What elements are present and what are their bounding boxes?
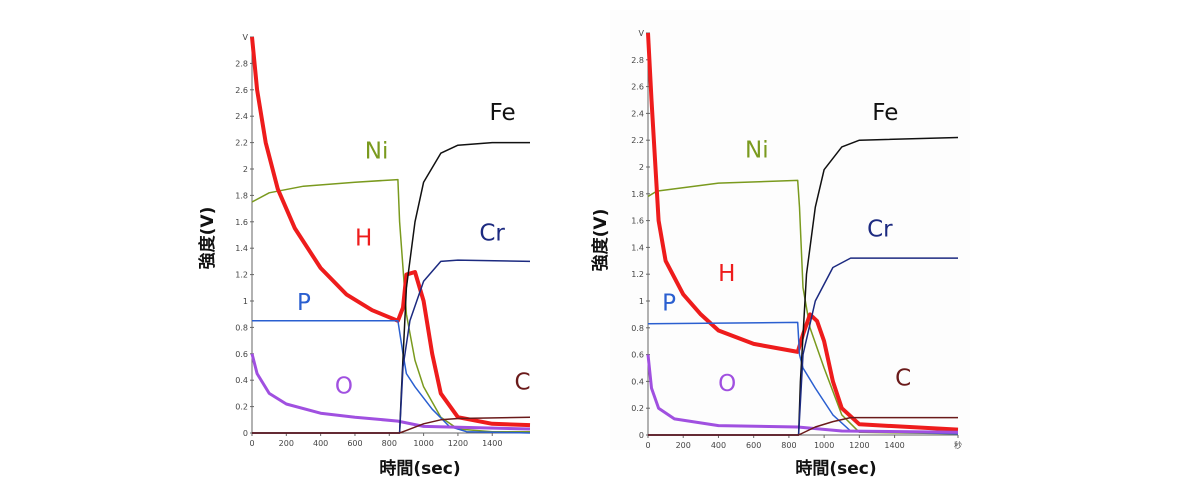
y-tick-label: 1.6: [235, 218, 248, 227]
series-label-o: O: [718, 371, 736, 397]
y-tick-label: 2.8: [235, 59, 248, 68]
x-axis-label: 時間(sec): [795, 458, 876, 479]
series-line-ni: [251, 178, 530, 433]
x-tick-label: 1200: [448, 439, 468, 448]
series-line-p: [647, 321, 959, 435]
series-line-cr: [252, 259, 531, 434]
x-tick-label: 0: [249, 439, 254, 448]
series-label-h: H: [718, 261, 735, 287]
series-label-cr: Cr: [479, 220, 505, 246]
y-tick-label: 2.6: [235, 86, 248, 95]
y-tick-label: 0.4: [631, 377, 644, 386]
y-tick-label: 2.4: [235, 112, 248, 121]
series-label-p: P: [297, 290, 311, 316]
series-label-fe: Fe: [872, 100, 898, 126]
series-line-ni: [647, 179, 959, 435]
series-label-h: H: [355, 226, 372, 252]
y-tick-label: 1.4: [631, 243, 644, 252]
y-tick-label: 1: [639, 297, 644, 306]
x-tick-label: 600: [347, 439, 362, 448]
x-tick-label: 1400: [482, 439, 502, 448]
series-label-c: C: [515, 369, 531, 395]
y-tick-label: 2.6: [631, 83, 644, 92]
y-tick-label: 1.8: [235, 191, 248, 200]
x-tick-label: 400: [711, 441, 726, 450]
series-line-c: [648, 416, 958, 436]
series-label-ni: Ni: [745, 138, 769, 164]
series-line-o: [250, 353, 531, 431]
x-tick-label: 400: [313, 439, 328, 448]
y-axis-label: 強度(V): [590, 209, 611, 272]
y-tick-label: 2: [639, 163, 644, 172]
y-tick-label: V: [243, 33, 249, 42]
y-tick-label: 0: [639, 431, 644, 440]
y-tick-label: 2.2: [235, 139, 248, 148]
y-tick-label: 1.4: [235, 244, 248, 253]
y-tick-label: 0.2: [631, 404, 644, 413]
series-label-ni: Ni: [365, 138, 389, 164]
y-tick-label: 2: [243, 165, 248, 174]
y-tick-label: 1.8: [631, 190, 644, 199]
x-tick-label: 200: [676, 441, 691, 450]
series-line-o: [646, 354, 959, 434]
y-tick-label: 2.4: [631, 109, 644, 118]
series-line-c: [252, 416, 531, 434]
x-tick-label: 800: [382, 439, 397, 448]
y-tick-label: 0.4: [235, 376, 248, 385]
series-label-o: O: [335, 373, 353, 399]
x-tick-label: 秒: [954, 440, 962, 450]
y-tick-label: 2.8: [631, 56, 644, 65]
series-label-fe: Fe: [490, 100, 516, 126]
chart-panel-1: 0 0.2 0.4 0.6 0.8 1 1.2 1.4 1.6 1.8 2 2.2 2.4 2.6 2.8 V…: [197, 33, 531, 479]
y-tick-label: 1: [243, 297, 248, 306]
x-tick-label: 1000: [814, 441, 834, 450]
series-line-fe: [252, 141, 530, 434]
y-tick-label: 0.6: [235, 350, 248, 359]
y-tick-label: V: [639, 29, 645, 38]
x-axis-label: 時間(sec): [379, 458, 460, 479]
y-tick-label: 2.2: [631, 136, 644, 145]
series-label-cr: Cr: [867, 217, 893, 243]
x-tick-label: 200: [279, 439, 294, 448]
y-tick-label: 0.8: [631, 324, 644, 333]
x-tick-label: 1400: [884, 441, 904, 450]
x-tick-label: 800: [781, 441, 796, 450]
y-tick-label: 0.8: [235, 323, 248, 332]
series-label-p: P: [662, 290, 676, 316]
series-line-p: [252, 320, 531, 434]
x-tick-label: 1000: [413, 439, 433, 448]
x-tick-label: 600: [746, 441, 761, 450]
y-tick-label: 0: [243, 429, 248, 438]
x-tick-label: 1200: [849, 441, 869, 450]
y-tick-label: 0.6: [631, 351, 644, 360]
right-panel-background: [610, 10, 970, 450]
series-label-c: C: [895, 365, 911, 391]
y-axis-label: 強度(V): [197, 207, 218, 270]
y-tick-label: 1.6: [631, 217, 644, 226]
y-tick-label: 1.2: [631, 270, 644, 279]
chart-panel-2: 0 0.2 0.4 0.6 0.8 1 1.2 1.4 1.6 1.8 2 2.2 2.4 2.6 2.8 V…: [590, 29, 962, 479]
series-line-h: [250, 36, 531, 428]
series-line-h: [646, 32, 959, 432]
y-tick-label: 1.2: [235, 271, 248, 280]
x-tick-label: 0: [645, 441, 650, 450]
y-tick-label: 0.2: [235, 403, 248, 412]
